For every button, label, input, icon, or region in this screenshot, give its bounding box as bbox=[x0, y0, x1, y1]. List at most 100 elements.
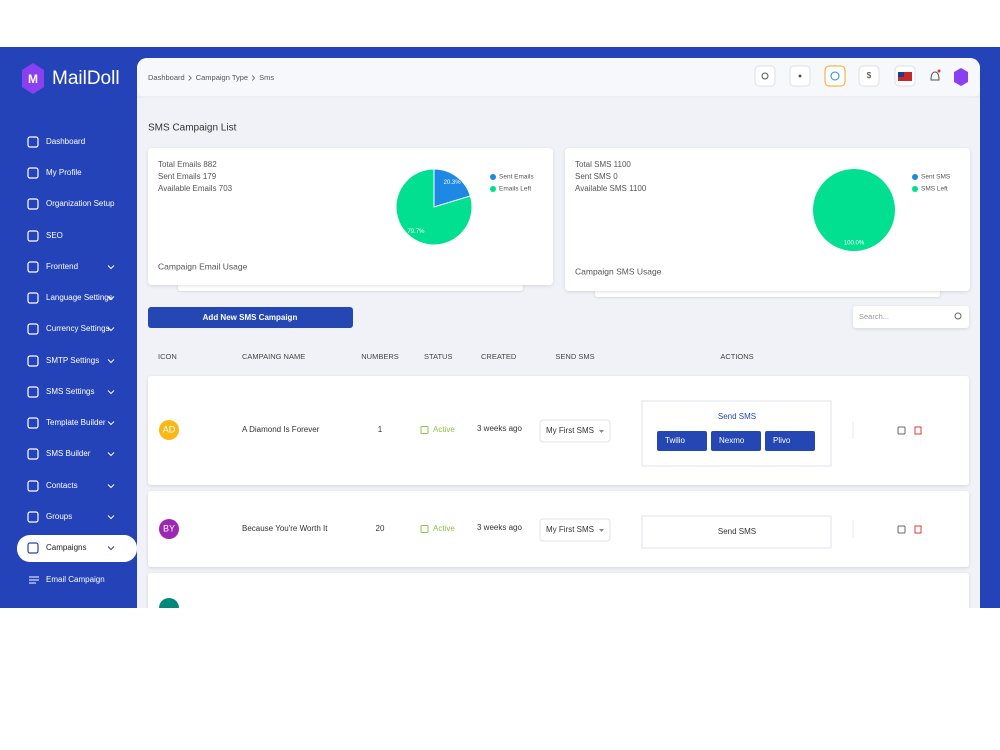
legend-swatch bbox=[912, 186, 918, 192]
app: M MailDoll Dashboard My Profile Organizatio… bbox=[0, 47, 1000, 608]
header-button[interactable] bbox=[754, 65, 776, 87]
sidebar-icon bbox=[27, 480, 39, 492]
status-icon bbox=[420, 426, 429, 434]
status: Active bbox=[433, 524, 455, 533]
sidebar-item[interactable]: Contacts bbox=[46, 481, 78, 490]
created: 3 weeks ago bbox=[477, 424, 522, 433]
legend-label: Sent SMS bbox=[921, 174, 951, 181]
sms-select[interactable] bbox=[539, 419, 611, 443]
card-footer: Campaign Email Usage bbox=[158, 261, 248, 271]
page-title: SMS Campaign List bbox=[148, 123, 237, 134]
sub-icon bbox=[29, 576, 39, 584]
chevron bbox=[107, 390, 115, 395]
sidebar-item[interactable]: SEO bbox=[46, 231, 63, 240]
chevron bbox=[107, 452, 115, 457]
sidebar-icon bbox=[27, 198, 39, 210]
pie-label: 79.7% bbox=[407, 229, 425, 235]
delete-icon[interactable] bbox=[914, 525, 922, 534]
provider-button-label[interactable]: Plivo bbox=[773, 436, 791, 445]
select-caret bbox=[599, 430, 604, 433]
sms-select-value[interactable]: My First SMS bbox=[546, 525, 594, 534]
sidebar-icon bbox=[27, 386, 39, 398]
bell-icon[interactable] bbox=[930, 71, 940, 81]
card-stat: Total SMS 1100 bbox=[575, 160, 631, 169]
sidebar-item[interactable]: SMS Settings bbox=[46, 387, 94, 396]
legend-swatch bbox=[490, 186, 496, 192]
sidebar-item[interactable]: My Profile bbox=[46, 168, 82, 177]
breadcrumb-item[interactable]: Dashboard bbox=[148, 73, 185, 82]
sidebar-item[interactable]: Dashboard bbox=[46, 137, 85, 146]
card-stat: Available Emails 703 bbox=[158, 184, 233, 193]
campaign-name: A Diamond Is Forever bbox=[242, 425, 320, 434]
refresh-icon bbox=[830, 71, 840, 81]
provider-button[interactable] bbox=[657, 431, 707, 451]
sidebar-item[interactable]: Organization Setup bbox=[46, 199, 115, 208]
pie-label: 20.3% bbox=[444, 180, 462, 186]
card-stat: Total Emails 882 bbox=[158, 160, 217, 169]
sidebar-item[interactable]: Frontend bbox=[46, 262, 78, 271]
chevron bbox=[107, 265, 115, 270]
header-button[interactable] bbox=[858, 65, 880, 87]
sidebar-icon bbox=[27, 417, 39, 429]
table-header: CAMPAING NAME bbox=[242, 352, 305, 361]
sidebar-item[interactable]: Language Settings bbox=[46, 293, 113, 302]
sidebar-icon bbox=[27, 261, 39, 273]
delete-icon[interactable] bbox=[914, 426, 922, 435]
status: Active bbox=[433, 425, 455, 434]
sms-select[interactable] bbox=[539, 518, 611, 542]
edit-icon[interactable] bbox=[897, 426, 906, 435]
send-sms-button[interactable]: Send SMS bbox=[718, 527, 756, 536]
breadcrumb-sep bbox=[188, 75, 192, 81]
sidebar-item[interactable]: Campaigns bbox=[46, 543, 86, 552]
chevron bbox=[107, 327, 115, 332]
sidebar-item[interactable]: Currency Settings bbox=[46, 324, 110, 333]
chevron bbox=[107, 296, 115, 301]
add-button[interactable] bbox=[148, 307, 353, 328]
sidebar-icon bbox=[27, 355, 39, 367]
provider-button-label[interactable]: Twilio bbox=[665, 436, 686, 445]
sidebar-icon bbox=[27, 292, 39, 304]
provider-button[interactable] bbox=[765, 431, 815, 451]
breadcrumb-item[interactable]: Sms bbox=[259, 73, 274, 82]
currency-icon[interactable]: $ bbox=[867, 71, 872, 80]
chevron bbox=[107, 359, 115, 364]
legend-swatch bbox=[912, 174, 918, 180]
search-box[interactable] bbox=[853, 306, 969, 328]
brand-name: MailDoll bbox=[52, 68, 120, 89]
edit-icon[interactable] bbox=[897, 525, 906, 534]
flag-canton bbox=[898, 72, 904, 77]
breadcrumb-item[interactable]: Campaign Type bbox=[196, 73, 248, 82]
sidebar-icon bbox=[27, 511, 39, 523]
legend-label: Emails Left bbox=[499, 186, 531, 193]
table-row-partial bbox=[148, 573, 969, 608]
legend-label: SMS Left bbox=[921, 186, 948, 193]
legend-swatch bbox=[490, 174, 496, 180]
table-header: ACTIONS bbox=[720, 352, 753, 361]
avatar-partial bbox=[159, 598, 179, 608]
legend-label: Sent Emails bbox=[499, 174, 534, 181]
avatar-icon[interactable] bbox=[954, 68, 968, 86]
send-sms-title[interactable]: Send SMS bbox=[718, 412, 756, 421]
pie-slice bbox=[395, 168, 473, 246]
avatar-initials: BY bbox=[163, 523, 175, 533]
header-button[interactable] bbox=[824, 65, 846, 87]
sidebar-item[interactable]: Groups bbox=[46, 512, 72, 521]
sidebar-icon bbox=[27, 542, 39, 554]
card-footer: Campaign SMS Usage bbox=[575, 266, 662, 276]
card-stat: Available SMS 1100 bbox=[575, 184, 647, 193]
chevron bbox=[107, 546, 115, 551]
search-icon bbox=[954, 312, 962, 320]
sidebar-subitem[interactable]: Email Campaign bbox=[46, 575, 105, 584]
provider-button[interactable] bbox=[711, 431, 761, 451]
sidebar-icon bbox=[27, 230, 39, 242]
provider-button-label[interactable]: Nexmo bbox=[719, 436, 745, 445]
add-button-label[interactable]: Add New SMS Campaign bbox=[203, 313, 298, 322]
sidebar-item[interactable]: Template Builder bbox=[46, 418, 106, 427]
status-icon bbox=[420, 525, 429, 533]
table-header: SEND SMS bbox=[555, 352, 594, 361]
sidebar-item[interactable]: SMTP Settings bbox=[46, 356, 99, 365]
sidebar-item[interactable]: SMS Builder bbox=[46, 449, 91, 458]
table-header: CREATED bbox=[481, 352, 517, 361]
card-stat: Sent Emails 179 bbox=[158, 172, 217, 181]
sms-select-value[interactable]: My First SMS bbox=[546, 426, 594, 435]
